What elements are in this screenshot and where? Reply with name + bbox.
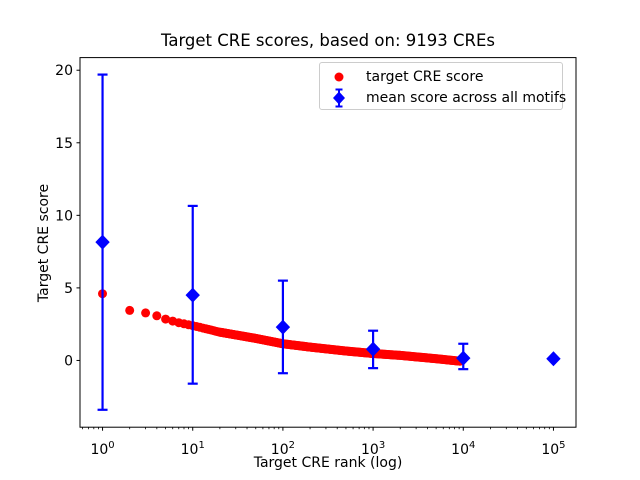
- mean-score-point: [95, 234, 110, 250]
- target-score-point: [141, 308, 151, 318]
- mean-score-series: [95, 73, 561, 411]
- target-score-point: [161, 314, 171, 324]
- target-score-point: [125, 305, 135, 315]
- y-tick-label: 20: [55, 63, 73, 79]
- y-tick-label: 15: [55, 136, 73, 152]
- target-score-point: [152, 311, 162, 321]
- mean-score-point: [365, 341, 381, 357]
- x-axis-label: Target CRE rank (log): [253, 455, 403, 471]
- blue-diamond-errorbar-marker-icon: [333, 88, 345, 107]
- target-score-series: [98, 289, 465, 366]
- legend-item-target-cre-score: target CRE score: [320, 66, 562, 87]
- legend-label-mean-score: mean score across all motifs: [366, 89, 567, 106]
- y-tick-label: 10: [55, 208, 73, 224]
- y-tick-label: 0: [64, 353, 73, 369]
- mean-score-point: [456, 350, 471, 366]
- chart-title: Target CRE scores, based on: 9193 CREs: [160, 31, 496, 50]
- y-axis-label: Target CRE score: [36, 183, 52, 302]
- legend-label-target-cre-score: target CRE score: [366, 68, 484, 85]
- mean-score-point: [185, 287, 200, 303]
- legend: target CRE score mean score across all m…: [319, 62, 566, 110]
- axes-spines: [79, 57, 577, 428]
- y-tick-label: 5: [64, 281, 73, 297]
- mean-score-point: [275, 319, 291, 335]
- y-axis-label-container: Target CRE score: [36, 58, 52, 427]
- legend-item-mean-score: mean score across all motifs: [320, 87, 566, 108]
- mean-score-point: [546, 351, 561, 367]
- red-circle-marker-icon: [334, 72, 344, 81]
